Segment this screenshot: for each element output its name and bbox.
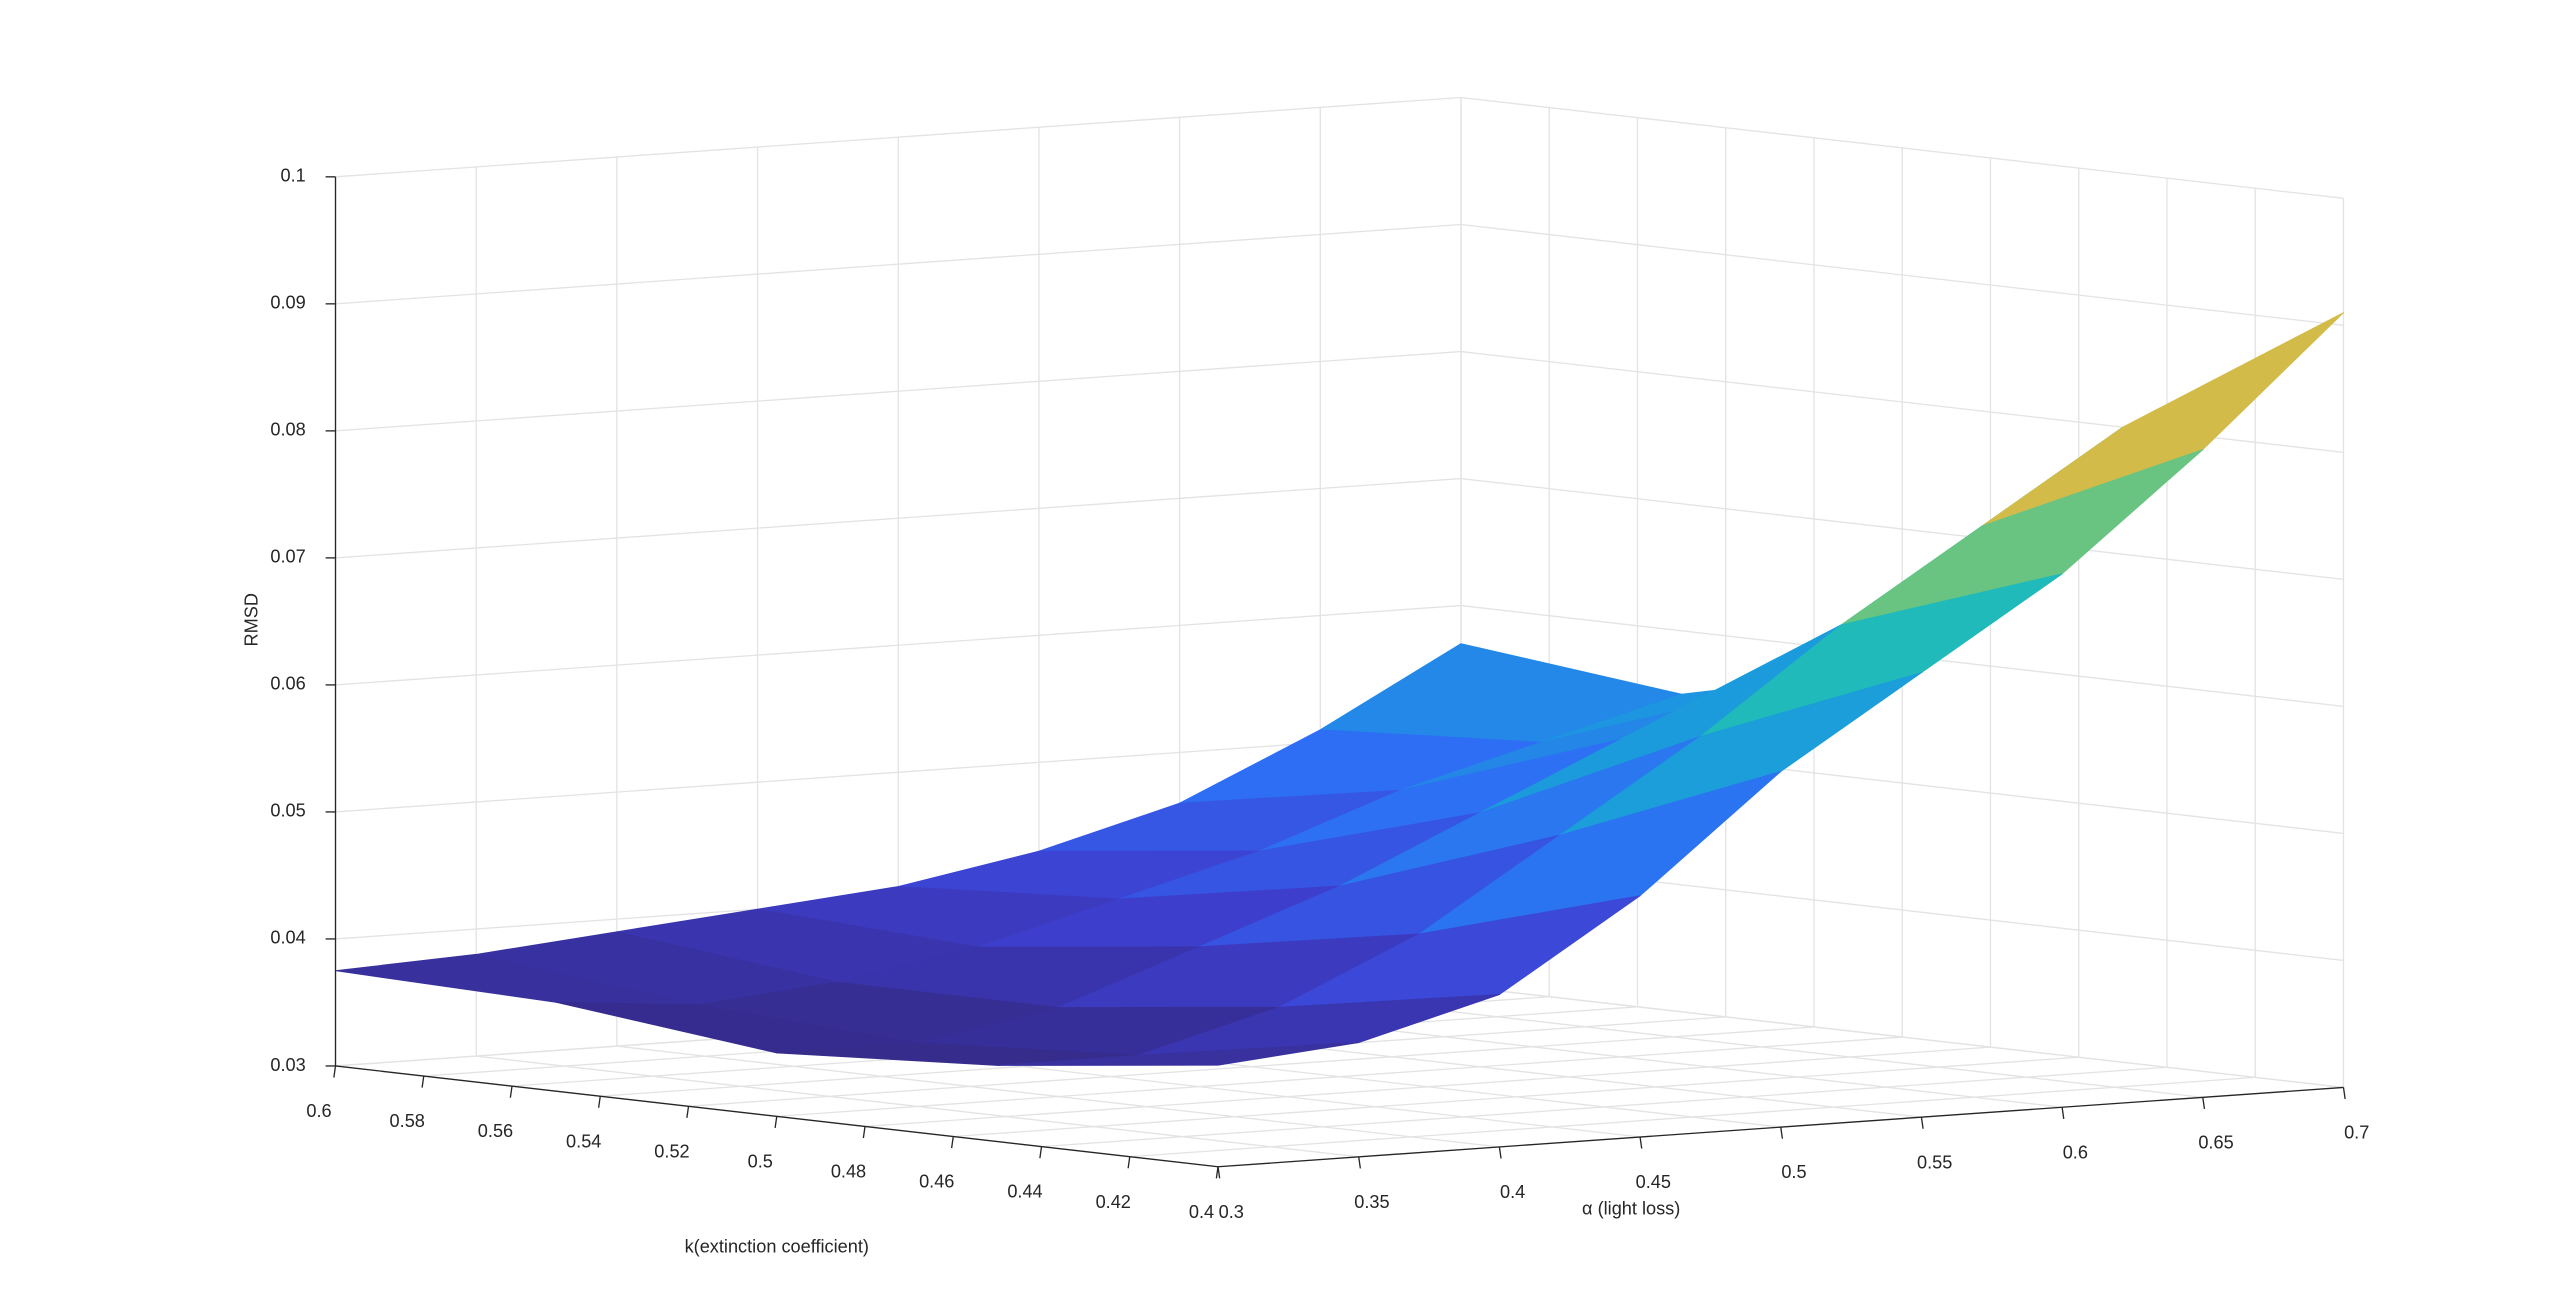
z-tick-label: 0.09 bbox=[270, 293, 305, 313]
z-tick-label: 0.04 bbox=[270, 928, 305, 948]
y-tick-label: 0.54 bbox=[566, 1131, 601, 1151]
y-tick bbox=[686, 1106, 690, 1118]
y-tick bbox=[1215, 1166, 1219, 1179]
grid-line bbox=[864, 1046, 1991, 1128]
y-tick-label: 0.46 bbox=[919, 1172, 954, 1192]
y-tick-label: 0.4 bbox=[1189, 1202, 1214, 1222]
y-tick bbox=[597, 1096, 601, 1108]
x-tick-label: 0.5 bbox=[1781, 1162, 1806, 1182]
y-tick-label: 0.52 bbox=[654, 1141, 689, 1161]
z-tick-label: 0.1 bbox=[281, 166, 306, 186]
x-tick-label: 0.35 bbox=[1354, 1192, 1389, 1212]
y-tick-label: 0.42 bbox=[1096, 1192, 1131, 1212]
x-tick bbox=[1920, 1117, 1924, 1129]
grid-line bbox=[1129, 1076, 2256, 1158]
y-tick bbox=[1127, 1156, 1131, 1169]
grid-line bbox=[776, 1036, 1903, 1118]
grid-line bbox=[688, 1026, 1815, 1107]
grid-line bbox=[335, 350, 1462, 432]
x-tick bbox=[2342, 1087, 2346, 1100]
x-tick bbox=[2202, 1097, 2206, 1110]
grid-line bbox=[335, 731, 1462, 813]
y-axis bbox=[335, 1065, 1219, 1168]
x-tick bbox=[1358, 1156, 1362, 1169]
y-tick-label: 0.58 bbox=[390, 1111, 425, 1131]
x-axis-label: α (light loss) bbox=[1582, 1199, 1680, 1219]
x-tick-label: 0.4 bbox=[1500, 1182, 1525, 1202]
y-tick-label: 0.44 bbox=[1007, 1182, 1042, 1202]
z-tick-label: 0.03 bbox=[270, 1055, 305, 1075]
grid-line bbox=[1460, 477, 2344, 581]
grid-line bbox=[335, 477, 1462, 559]
z-tick-label: 0.05 bbox=[270, 801, 305, 821]
z-axis-label: RMSD bbox=[242, 593, 262, 646]
x-tick-label: 0.45 bbox=[1636, 1172, 1671, 1192]
y-tick bbox=[862, 1126, 866, 1139]
grid-line bbox=[1460, 223, 2344, 326]
y-tick bbox=[421, 1075, 425, 1088]
grid-line bbox=[1460, 96, 2344, 199]
surface bbox=[335, 312, 2344, 1066]
grid-line bbox=[1460, 985, 2344, 1089]
x-tick-label: 0.65 bbox=[2198, 1132, 2233, 1152]
y-tick bbox=[509, 1086, 513, 1098]
y-tick bbox=[774, 1116, 778, 1129]
grid-line bbox=[1041, 1066, 2168, 1148]
y-axis-label: k(extinction coefficient) bbox=[685, 1237, 869, 1257]
y-tick-label: 0.6 bbox=[306, 1101, 331, 1121]
axes: 0.3 0.35 0.4 0.45 0.5 0.55 0.6 0.65 0.7 0.4 0.42 0.… bbox=[270, 166, 2369, 1222]
y-tick-label: 0.5 bbox=[748, 1151, 773, 1171]
x-tick-label: 0.55 bbox=[1917, 1152, 1952, 1172]
z-tick-label: 0.08 bbox=[270, 420, 305, 440]
x-tick-label: 0.7 bbox=[2344, 1123, 2369, 1143]
grid-line bbox=[335, 96, 1462, 178]
x-tick bbox=[1639, 1136, 1643, 1149]
x-tick-label: 0.6 bbox=[2063, 1142, 2088, 1162]
surface-patch bbox=[996, 1042, 1360, 1066]
y-tick bbox=[333, 1065, 337, 1078]
y-tick-label: 0.48 bbox=[831, 1162, 866, 1182]
x-tick bbox=[2061, 1107, 2065, 1119]
grid-line bbox=[335, 223, 1462, 305]
y-tick bbox=[1039, 1146, 1043, 1159]
x-tick bbox=[1498, 1146, 1502, 1159]
y-tick bbox=[950, 1136, 954, 1149]
z-tick-label: 0.06 bbox=[270, 674, 305, 694]
y-tick-label: 0.56 bbox=[478, 1121, 513, 1141]
grid-line bbox=[953, 1056, 2079, 1138]
grid-line bbox=[335, 604, 1462, 686]
surface-patch bbox=[1981, 312, 2344, 527]
x-tick bbox=[1780, 1127, 1784, 1139]
x-tick-label: 0.3 bbox=[1219, 1202, 1244, 1222]
z-tick-label: 0.07 bbox=[270, 547, 305, 567]
